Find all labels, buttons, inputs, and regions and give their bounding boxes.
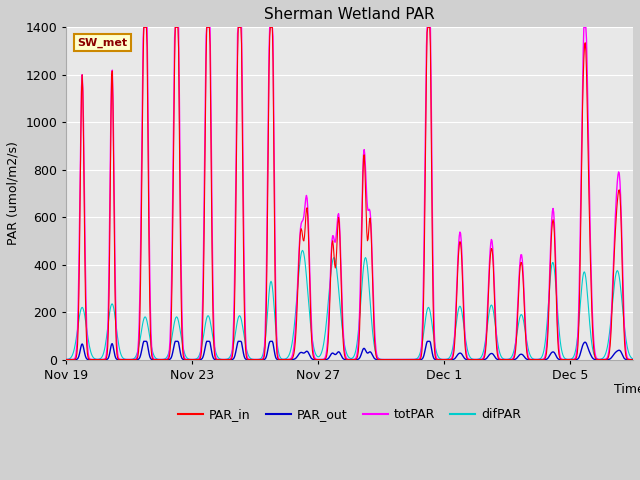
Y-axis label: PAR (umol/m2/s): PAR (umol/m2/s)	[7, 142, 20, 245]
Title: Sherman Wetland PAR: Sherman Wetland PAR	[264, 7, 435, 22]
X-axis label: Time: Time	[614, 383, 640, 396]
Legend: PAR_in, PAR_out, totPAR, difPAR: PAR_in, PAR_out, totPAR, difPAR	[173, 404, 527, 426]
Text: SW_met: SW_met	[77, 37, 128, 48]
